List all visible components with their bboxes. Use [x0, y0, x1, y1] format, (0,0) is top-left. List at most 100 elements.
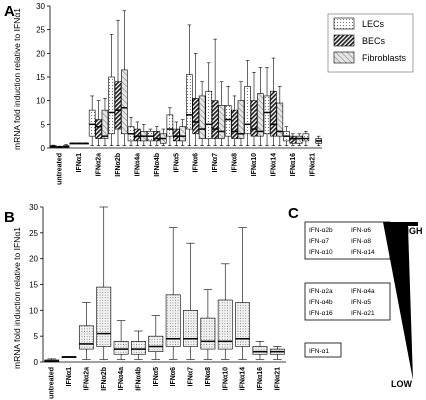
box-iqr: [270, 90, 277, 137]
chart-a-box-fibroblasts: [159, 128, 167, 146]
chart-b-ylabel: mRNA fold induction relative to IFNα1: [12, 227, 22, 369]
chart-a-ytick-label: 15: [36, 73, 45, 82]
chart-a-box-becs: [95, 100, 102, 146]
box-iqr: [244, 86, 251, 135]
svg-text:mRNA fold induction relative t: mRNA fold induction relative to IFNα1: [12, 227, 22, 369]
chart-a-box-fibroblasts: [121, 10, 128, 146]
chart-a-box-lecs: [205, 62, 213, 146]
box-iqr: [186, 74, 193, 130]
chart-b-ytick-label: 25: [29, 229, 38, 238]
chart-b-xtick-label: IFNα8: [205, 367, 212, 387]
chart-b-box: [165, 227, 181, 360]
box-iqr: [276, 102, 284, 137]
box-iqr: [78, 325, 94, 350]
box-iqr: [166, 114, 174, 137]
chart-a-xtick-label: untreated: [57, 153, 64, 185]
chart-a-ytick-label: 0: [41, 144, 46, 153]
chart-b-box: [183, 242, 198, 360]
chart-a-box-lecs: [108, 34, 115, 146]
box-iqr: [88, 109, 96, 137]
group-high-box: [304, 221, 391, 260]
group-mid-c2-1: IFN-α5: [351, 299, 371, 306]
group-low-box: [304, 342, 342, 358]
chart-a-box-lecs: [224, 86, 232, 146]
chart-a-xtick-label: IFNα5: [173, 153, 180, 173]
chart-a-ytick-label: 10: [36, 97, 45, 106]
chart-a-box-fibroblasts: [237, 81, 245, 146]
box-iqr: [165, 294, 181, 347]
box-iqr: [134, 128, 141, 142]
chart-a-box-lecs: [263, 67, 271, 146]
box-iqr: [179, 126, 186, 142]
chart-a-xtick-label: IFNα1: [76, 153, 83, 173]
chart-a-box-fibroblasts: [295, 133, 303, 146]
chart-b-box: [78, 302, 94, 360]
chart-b-ytick-label: 30: [29, 203, 38, 212]
chart-a-xtick-label: IFNα4a: [134, 153, 141, 176]
chart-a-box-lecs: [69, 142, 77, 145]
group-high-c1-0: IFN-α2b: [309, 227, 333, 234]
box-iqr: [250, 100, 258, 137]
chart-a-box-fibroblasts: [101, 98, 109, 146]
box-iqr: [231, 109, 238, 139]
box-iqr: [96, 286, 112, 347]
panel-label-a: A: [4, 3, 15, 20]
chart-b-xtick-label: IFNα7: [188, 367, 195, 387]
box-iqr: [148, 335, 164, 352]
chart-a-box-becs: [270, 57, 277, 146]
chart-a-box-becs: [134, 121, 141, 146]
legend-label-lecs: LECs: [362, 19, 385, 29]
chart-b-box: [96, 206, 112, 360]
box-iqr: [113, 341, 129, 355]
chart-a-ytick-label: 25: [36, 26, 45, 35]
chart-a-ytick-label: 5: [41, 120, 46, 129]
chart-b-ytick-label: 10: [29, 306, 38, 315]
box-iqr: [95, 119, 102, 139]
group-mid-c1-1: IFN-α4b: [309, 299, 333, 306]
chart-a-box-lecs: [88, 95, 96, 146]
chart-a-xtick-label: IFNα16: [290, 153, 297, 176]
chart-a-ylabel: mRNA fold induction relative to IFNα1: [12, 8, 22, 150]
box-iqr: [224, 105, 232, 137]
chart-b-xtick-label: untreated: [49, 367, 56, 399]
high-label: HIGH: [400, 226, 423, 236]
group-mid-c2-0: IFN-α4a: [351, 288, 375, 295]
box-iqr: [237, 100, 245, 139]
chart-b-xtick-label: IFNα10: [222, 367, 229, 390]
chart-a-xtick-label: IFNα6: [193, 153, 200, 173]
chart-a-box-fibroblasts: [218, 81, 225, 146]
chart-a-ytick-label: 30: [36, 2, 45, 11]
group-high-c1-2: IFN-α10: [309, 249, 333, 256]
chart-a-box-becs: [56, 145, 64, 148]
chart-a-box-lecs: [50, 144, 57, 148]
chart-a-box-lecs: [283, 126, 290, 146]
chart-b-xtick-label: IFNα21: [274, 367, 281, 390]
chart-a-xtick-label: IFNα14: [270, 153, 277, 176]
chart-a-box-becs: [289, 133, 297, 146]
chart-a-box-fibroblasts: [198, 81, 206, 146]
chart-b-plot-area: 0 5 10 15 20 25 30 untreated IFNα1 IFNα2a IFNα2b IF…: [29, 203, 286, 399]
box-iqr: [235, 302, 251, 347]
box-iqr: [217, 299, 233, 350]
legend-label-becs: BECs: [362, 36, 386, 46]
chart-b-xtick-label: IFNα1: [66, 367, 73, 387]
chart-a-box-lecs: [147, 128, 154, 146]
chart-b-ytick-label: 15: [29, 281, 38, 290]
box-iqr: [172, 128, 180, 142]
chart-b: mRNA fold induction relative to IFNα1 0 5…: [12, 203, 286, 399]
chart-b-box: [235, 227, 251, 360]
chart-a-legend: LECs BECs Fibroblasts: [327, 13, 414, 73]
chart-a-xtick-label: IFNα7: [212, 153, 219, 173]
chart-b-xtick-label: IFNα2a: [83, 367, 90, 390]
box-iqr: [257, 93, 264, 137]
chart-a-box-becs: [211, 38, 219, 146]
chart-b-box: [44, 358, 60, 363]
panel-label-b: B: [4, 209, 15, 226]
box-iqr: [200, 317, 216, 350]
legend-swatch-lecs: [333, 17, 355, 30]
chart-a: mRNA fold induction relative to IFNα1 0 5…: [12, 2, 414, 185]
chart-a-box-lecs: [186, 24, 193, 146]
chart-b-box: [252, 341, 268, 360]
legend-label-fibroblasts: Fibroblasts: [362, 53, 407, 63]
